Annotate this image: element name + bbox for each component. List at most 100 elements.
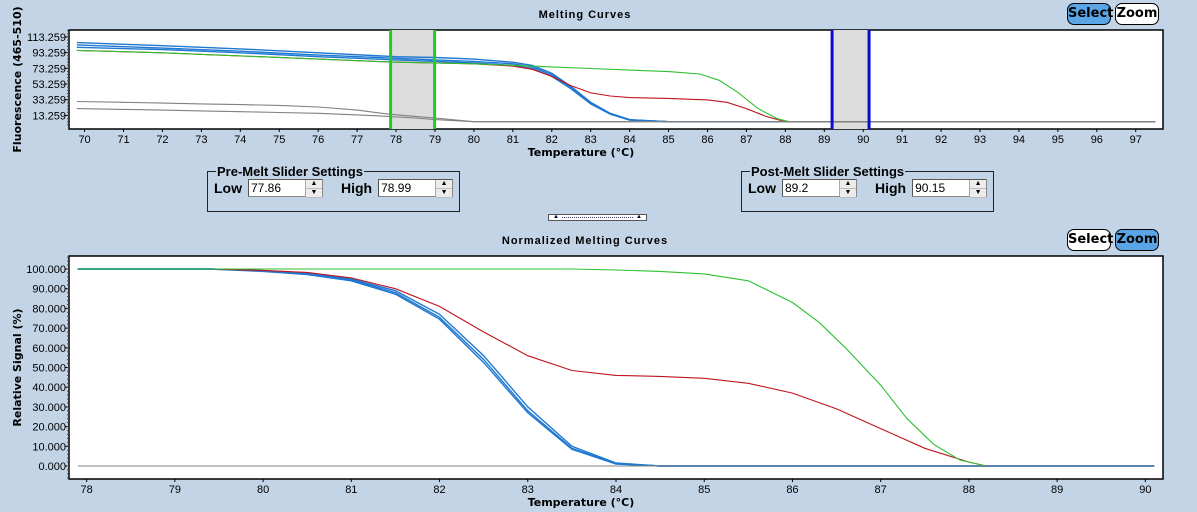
y-tick-label: 70.000 <box>32 323 66 335</box>
pre-melt-legend: Pre-Melt Slider Settings <box>217 164 363 179</box>
series-line-blue-3 <box>76 46 1156 123</box>
top-chart-title: Melting Curves <box>538 9 632 21</box>
x-tick-label: 87 <box>875 484 887 496</box>
post-melt-low-down-icon[interactable]: ▼ <box>840 189 856 198</box>
post-melt-band <box>832 30 870 129</box>
y-tick-label: 10.000 <box>32 441 66 453</box>
x-tick-label: 84 <box>610 484 622 496</box>
x-tick-label: 77 <box>351 134 363 146</box>
x-tick-label: 89 <box>818 134 830 146</box>
x-tick-label: 85 <box>698 484 710 496</box>
x-tick-label: 84 <box>624 134 636 146</box>
x-tick-label: 97 <box>1130 134 1142 146</box>
x-tick-label: 80 <box>468 134 480 146</box>
x-tick-label: 88 <box>779 134 791 146</box>
y-tick-label: 30.000 <box>32 402 66 414</box>
bottom-zoom-button[interactable]: Zoom <box>1115 229 1159 251</box>
y-tick-label: 93.259 <box>32 48 66 60</box>
y-axis-title: Fluorescence (465-510) <box>11 6 24 152</box>
x-tick-label: 72 <box>156 134 168 146</box>
splitter-arrow-right-icon: ▲ <box>636 214 642 220</box>
pre-melt-high-stepper[interactable]: ▲▼ <box>378 179 454 198</box>
x-tick-label: 81 <box>507 134 519 146</box>
post-melt-high-up-icon[interactable]: ▲ <box>970 180 987 189</box>
x-tick-label: 85 <box>662 134 674 146</box>
series-line-green <box>77 268 1155 467</box>
pre-melt-low-label: Low <box>214 180 242 196</box>
post-melt-low-label: Low <box>748 180 776 196</box>
x-axis-title: Temperature (°C) <box>528 496 635 509</box>
bottom-chart-title: Normalized Melting Curves <box>501 235 669 247</box>
x-tick-label: 88 <box>963 484 975 496</box>
post-melt-low-stepper[interactable]: ▲▼ <box>782 179 857 198</box>
x-tick-label: 78 <box>81 484 93 496</box>
plot-area <box>68 255 1164 480</box>
panel-splitter-handle[interactable]: ▲ ▲ <box>548 214 647 221</box>
x-tick-label: 82 <box>546 134 558 146</box>
x-tick-label: 80 <box>257 484 269 496</box>
y-tick-label: 90.000 <box>32 284 66 296</box>
melting-curves-chart[interactable]: 70 71 72 73 74 75 76 77 78 79 80 81 82 83 84 85 86 87 88 89… <box>0 0 1197 165</box>
post-melt-high-input[interactable] <box>913 180 970 196</box>
series-line-green <box>76 49 1156 123</box>
x-tick-label: 93 <box>974 134 986 146</box>
top-zoom-button[interactable]: Zoom <box>1115 3 1159 25</box>
post-melt-low-up-icon[interactable]: ▲ <box>840 180 856 189</box>
x-tick-label: 90 <box>857 134 869 146</box>
x-tick-label: 73 <box>195 134 207 146</box>
y-tick-label: 13.259 <box>32 110 66 122</box>
x-tick-label: 79 <box>169 484 181 496</box>
series-line-blue-3 <box>77 268 1155 467</box>
x-tick-label: 78 <box>390 134 402 146</box>
post-melt-slider-settings: Post-Melt Slider Settings Low ▲▼ High ▲▼ <box>741 164 995 212</box>
x-tick-label: 75 <box>273 134 285 146</box>
x-tick-label: 82 <box>433 484 445 496</box>
post-melt-high-stepper[interactable]: ▲▼ <box>912 179 988 198</box>
x-tick-label: 83 <box>585 134 597 146</box>
y-tick-label: 0.000 <box>38 461 66 473</box>
x-tick-label: 86 <box>786 484 798 496</box>
splitter-grip-icon <box>561 215 634 218</box>
y-tick-label: 113.259 <box>27 32 66 44</box>
y-tick-label: 50.000 <box>32 363 66 375</box>
post-melt-high-down-icon[interactable]: ▼ <box>970 189 987 198</box>
x-tick-label: 87 <box>740 134 752 146</box>
x-tick-label: 70 <box>78 134 90 146</box>
y-axis-title: Relative Signal (%) <box>11 308 24 426</box>
bottom-select-button[interactable]: Select <box>1067 229 1113 251</box>
x-tick-label: 83 <box>522 484 534 496</box>
y-tick-label: 80.000 <box>32 303 66 315</box>
series-line-gray-2 <box>76 108 1156 123</box>
pre-melt-low-down-icon[interactable]: ▼ <box>306 189 322 198</box>
x-tick-label: 74 <box>234 134 246 146</box>
x-axis-title: Temperature (°C) <box>528 146 635 159</box>
pre-melt-high-input[interactable] <box>379 180 436 196</box>
x-tick-label: 89 <box>1051 484 1063 496</box>
x-tick-label: 90 <box>1139 484 1151 496</box>
x-tick-label: 86 <box>701 134 713 146</box>
x-tick-label: 92 <box>935 134 947 146</box>
y-tick-label: 60.000 <box>32 343 66 355</box>
y-tick-label: 53.259 <box>32 79 66 91</box>
y-tick-label: 100.000 <box>26 264 66 276</box>
post-melt-high-label: High <box>875 180 907 196</box>
pre-melt-low-input[interactable] <box>249 180 305 196</box>
pre-melt-low-stepper[interactable]: ▲▼ <box>248 179 323 198</box>
x-tick-label: 81 <box>345 484 357 496</box>
pre-melt-high-down-icon[interactable]: ▼ <box>436 189 453 198</box>
x-tick-label: 79 <box>429 134 441 146</box>
post-melt-low-input[interactable] <box>783 180 839 196</box>
pre-melt-low-up-icon[interactable]: ▲ <box>306 180 322 189</box>
pre-melt-band <box>390 30 435 129</box>
pre-melt-high-label: High <box>341 180 373 196</box>
y-tick-label: 73.259 <box>32 63 66 75</box>
y-tick-label: 20.000 <box>32 422 66 434</box>
splitter-arrow-left-icon: ▲ <box>553 214 559 220</box>
pre-melt-high-up-icon[interactable]: ▲ <box>436 180 453 189</box>
x-tick-label: 95 <box>1052 134 1064 146</box>
x-tick-label: 94 <box>1013 134 1025 146</box>
pre-melt-slider-settings: Pre-Melt Slider Settings Low ▲▼ High ▲▼ <box>207 164 461 212</box>
x-tick-label: 91 <box>896 134 908 146</box>
top-select-button[interactable]: Select <box>1067 3 1113 25</box>
